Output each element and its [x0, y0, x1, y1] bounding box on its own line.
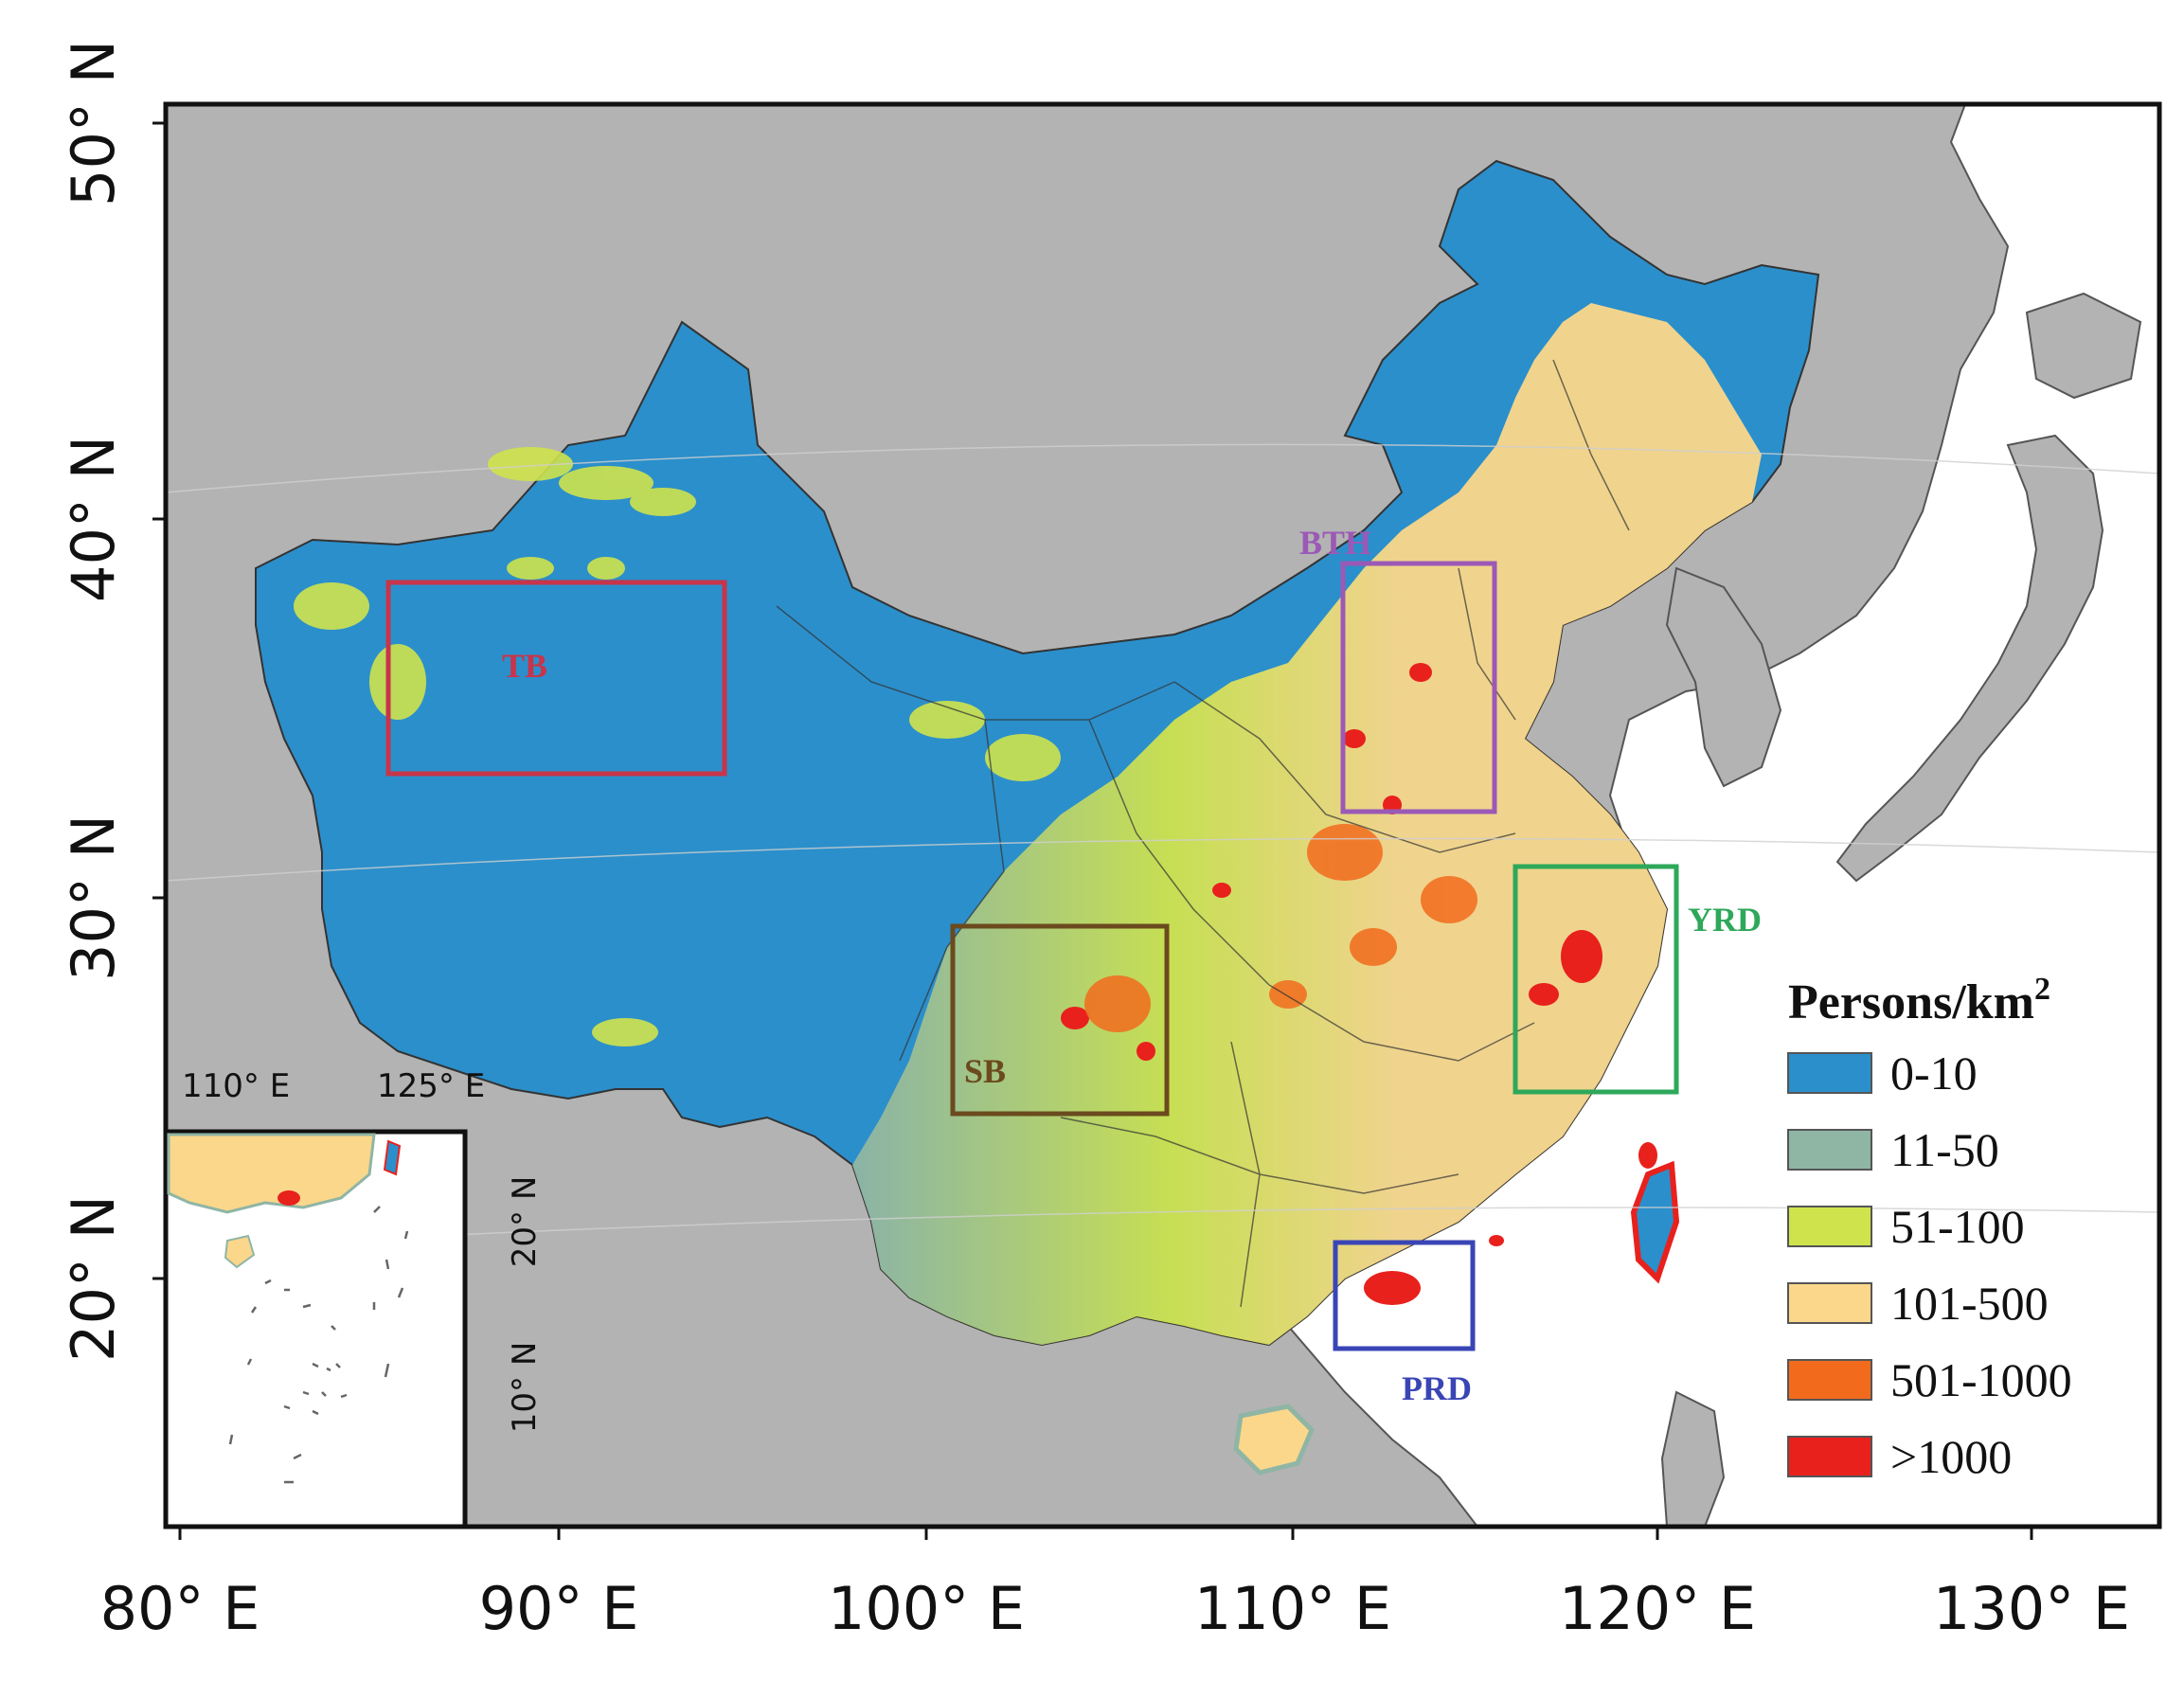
lat-tick-label: 20° N: [59, 1195, 128, 1362]
region-box-yrd: [1513, 864, 1679, 1095]
region-box-tb: [385, 580, 727, 777]
japan-island: [1835, 434, 2104, 883]
inset-land: [167, 1133, 376, 1214]
region-box-bth: [1340, 561, 1497, 814]
taiwan-island: [1630, 1160, 1680, 1284]
map-frame: [163, 101, 2162, 1529]
province-borders: [776, 359, 1630, 1308]
legend-label: 501-1000: [1890, 1353, 2072, 1406]
inset-hainan: [224, 1234, 256, 1269]
luzon-island: [1660, 1390, 1726, 1527]
legend-swatch: [1787, 1436, 1872, 1477]
korea-peninsula: [1665, 566, 1782, 788]
region-label-yrd: YRD: [1688, 901, 1762, 939]
region-label-bth: BTH: [1299, 524, 1371, 562]
lon-tick-label: 130° E: [1933, 1574, 2130, 1643]
lon-tick-label: 80° E: [100, 1574, 260, 1643]
lat-tick-label: 40° N: [59, 436, 128, 602]
inset-map: [163, 1129, 468, 1529]
legend-swatch: [1787, 1206, 1872, 1247]
region-label-prd: PRD: [1402, 1369, 1472, 1407]
region-box-prd: [1333, 1240, 1476, 1351]
legend-swatch: [1787, 1359, 1872, 1401]
lon-tick-label: 110° E: [1194, 1574, 1391, 1643]
lon-tick-label: 90° E: [479, 1574, 639, 1643]
region-box-sb: [950, 923, 1170, 1117]
lon-tick-label: 100° E: [828, 1574, 1025, 1643]
hokkaido-island: [2025, 292, 2142, 400]
inset-hotspot: [277, 1190, 300, 1206]
lon-tick-label: 120° E: [1559, 1574, 1756, 1643]
legend-title: Persons/km2: [1788, 972, 2050, 1029]
lat-tick-label: 30° N: [59, 814, 128, 981]
lon-ticks: [178, 1527, 2033, 1540]
legend-label: 11-50: [1890, 1123, 1999, 1176]
region-label-tb: TB: [502, 647, 547, 685]
inset-lon-label: 110° E: [182, 1067, 290, 1105]
legend-label: 51-100: [1890, 1200, 2025, 1253]
high-density-hotspots: [1061, 663, 1657, 1305]
east-china-populated-region: [852, 303, 1762, 1345]
region-label-sb: SB: [964, 1052, 1006, 1090]
hainan-island: [1233, 1404, 1315, 1475]
inset-lat-label: 10° N: [506, 1342, 544, 1434]
inset-taiwan: [383, 1139, 402, 1176]
lat-tick-label: 50° N: [59, 40, 128, 206]
legend-label: 0-10: [1890, 1046, 1978, 1100]
inset-lon-label: 125° E: [377, 1067, 485, 1105]
legend-swatch: [1787, 1129, 1872, 1171]
lat-ticks: [152, 121, 166, 1280]
legend-swatch: [1787, 1052, 1872, 1094]
xinjiang-oasis-patches: [294, 447, 1061, 1046]
legend-label: 101-500: [1890, 1277, 2049, 1330]
legend: Persons/km2 0-10 11-50 51-100 101-500 501-10…: [1787, 972, 2072, 1483]
inset-lat-label: 20° N: [506, 1176, 544, 1268]
legend-label: >1000: [1890, 1430, 2012, 1483]
inset-islands: [228, 1206, 409, 1484]
legend-swatch: [1787, 1282, 1872, 1324]
